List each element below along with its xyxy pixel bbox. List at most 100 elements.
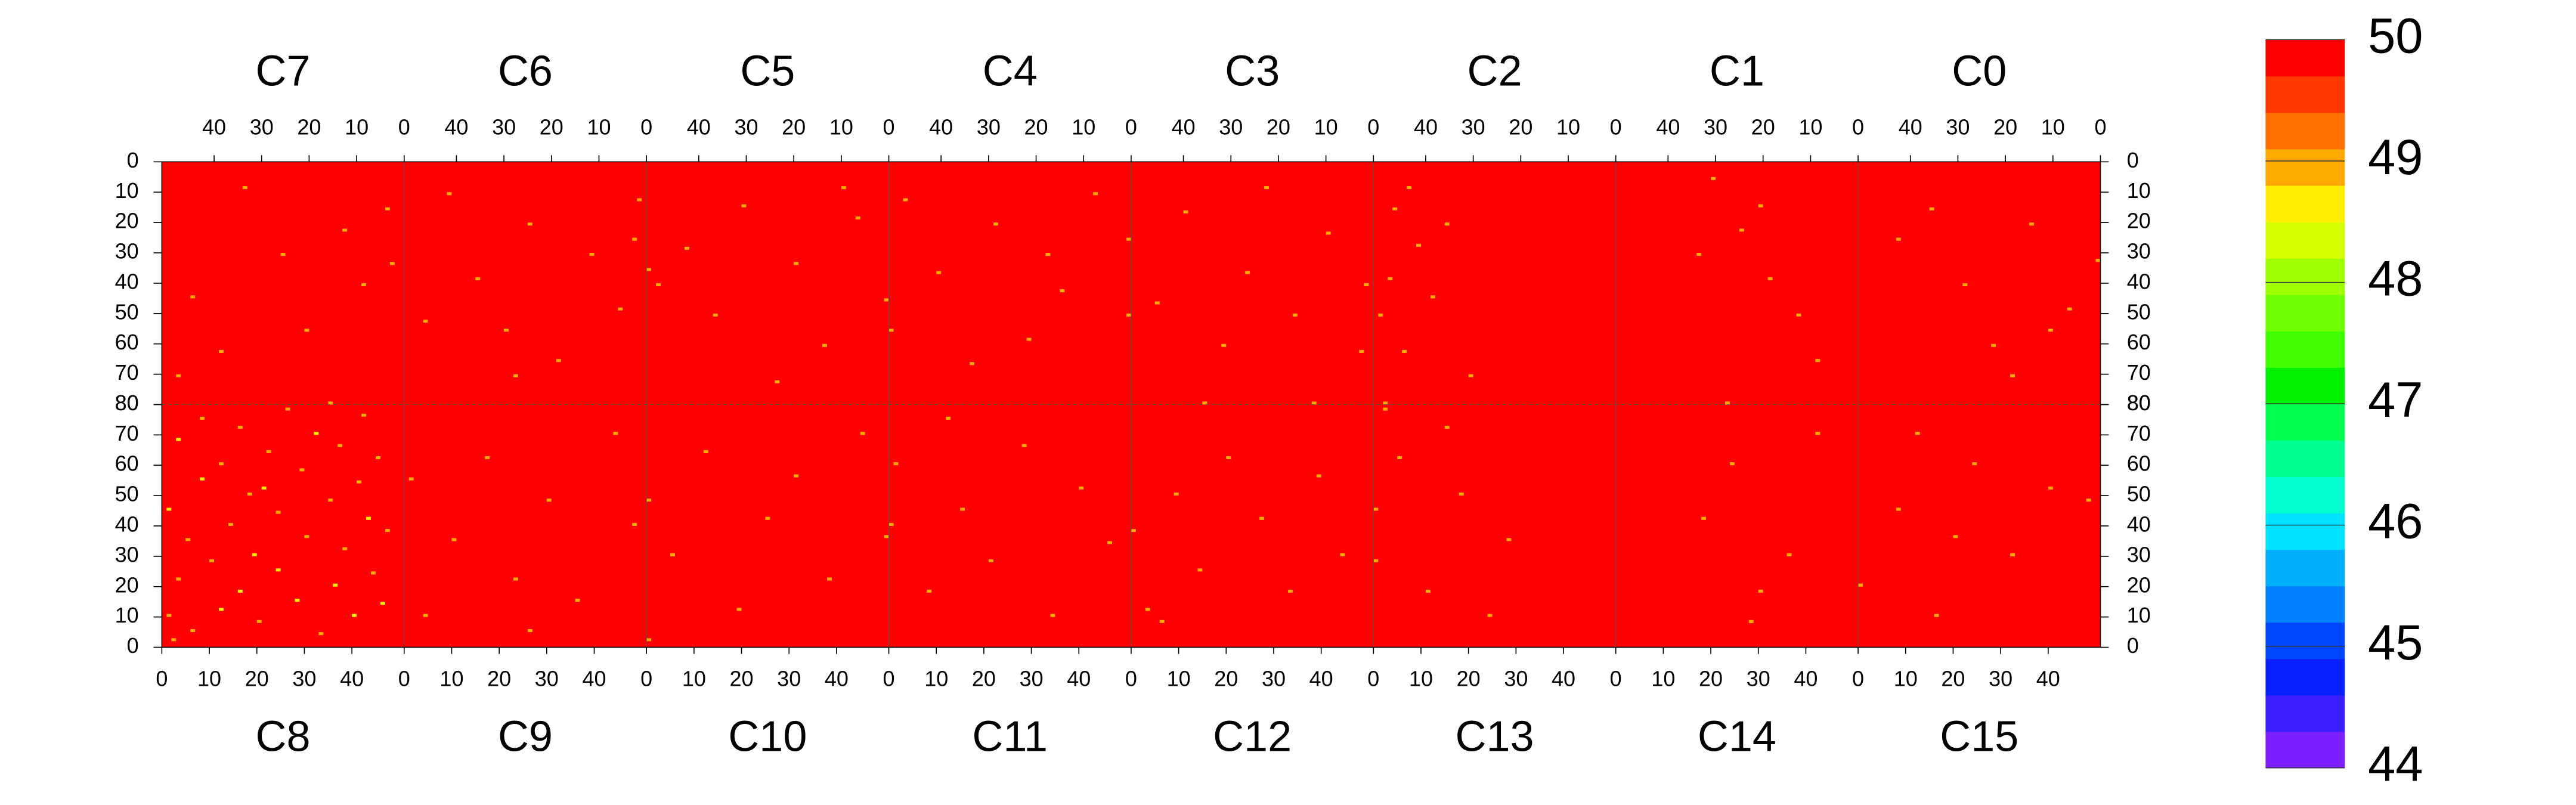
y-tick-label: 70 — [115, 360, 139, 385]
panel-background — [1858, 404, 2101, 648]
cell — [299, 468, 305, 472]
cell — [328, 401, 333, 405]
cell — [385, 529, 390, 532]
panel-background — [1131, 404, 1374, 648]
cell — [385, 207, 390, 210]
x-tick-label: 0 — [398, 666, 410, 691]
cell — [1929, 207, 1934, 210]
cell — [2048, 329, 2053, 332]
panel-background — [162, 162, 404, 405]
cell — [2010, 553, 2015, 556]
x-tick-label: 0 — [640, 666, 652, 691]
y-tick-label: 60 — [2127, 451, 2151, 476]
x-tick-label: 10 — [829, 115, 853, 140]
cell — [1174, 493, 1179, 496]
cell — [613, 432, 618, 435]
colorbar-band — [2265, 39, 2345, 77]
cell — [352, 614, 357, 617]
cell — [575, 599, 580, 602]
cell — [1858, 583, 1863, 587]
cell — [1815, 432, 1820, 435]
cell — [1767, 277, 1773, 280]
cell — [247, 493, 252, 496]
cell — [1748, 620, 1754, 623]
x-tick-label: 0 — [156, 666, 168, 691]
cell — [741, 204, 747, 208]
cell — [219, 608, 224, 611]
cell — [261, 486, 267, 490]
x-tick-label: 40 — [1552, 666, 1575, 691]
cell — [1953, 535, 1958, 538]
x-tick-label: 20 — [1267, 115, 1290, 140]
y-tick-label: 50 — [2127, 482, 2151, 506]
cell — [618, 307, 623, 311]
cell — [1359, 349, 1364, 353]
x-tick-label: 20 — [782, 115, 806, 140]
cell — [1221, 343, 1227, 347]
x-tick-label: 30 — [250, 115, 274, 140]
cell — [275, 510, 281, 514]
cell — [342, 228, 348, 232]
cell — [1045, 253, 1051, 256]
x-tick-label: 30 — [1020, 666, 1044, 691]
colorbar-band — [2265, 76, 2345, 113]
cell — [1326, 231, 1331, 235]
colorbar-band — [2265, 294, 2345, 332]
cell — [200, 416, 205, 420]
cell — [504, 329, 509, 332]
cell — [389, 262, 395, 265]
cell — [275, 568, 281, 572]
colorbar-label: 44 — [2368, 736, 2423, 792]
x-tick-label: 40 — [687, 115, 711, 140]
cell — [228, 522, 233, 526]
x-tick-label: 10 — [439, 666, 463, 691]
x-tick-label: 30 — [1704, 115, 1727, 140]
x-tick-label: 0 — [1125, 666, 1137, 691]
cell — [936, 271, 942, 274]
x-tick-label: 10 — [1314, 115, 1338, 140]
cell — [1407, 186, 1412, 190]
cell — [888, 329, 894, 332]
cell — [1796, 313, 1801, 317]
cell — [1292, 313, 1298, 317]
y-tick-label: 20 — [115, 572, 139, 597]
cell — [252, 553, 257, 556]
cell — [242, 186, 247, 190]
panel-title: C1 — [1710, 48, 1764, 95]
cell — [794, 262, 799, 265]
cell — [1126, 237, 1131, 241]
cell — [219, 349, 224, 353]
panel-background — [162, 404, 404, 648]
cell — [190, 629, 196, 633]
panel-title: C6 — [498, 48, 553, 95]
x-tick-label: 30 — [292, 666, 316, 691]
cell — [903, 198, 908, 202]
panel-background — [1131, 162, 1374, 405]
colorbar-label: 47 — [2368, 372, 2423, 428]
cell — [295, 599, 300, 602]
cell — [1226, 456, 1231, 460]
y-tick-label: 60 — [115, 330, 139, 354]
colorbar-band — [2265, 112, 2345, 150]
cell — [1373, 559, 1379, 563]
cell — [1245, 271, 1250, 274]
cell — [190, 295, 196, 299]
panel-title: C8 — [256, 713, 311, 761]
cell — [1487, 614, 1493, 617]
cell — [822, 343, 827, 347]
cell — [366, 516, 371, 520]
x-tick-label: 40 — [929, 115, 953, 140]
cell — [637, 198, 642, 202]
x-tick-label: 20 — [540, 115, 564, 140]
cell — [328, 499, 333, 502]
cell — [304, 535, 309, 538]
cell — [1145, 608, 1150, 611]
cell — [1093, 192, 1098, 196]
cell — [1758, 204, 1763, 208]
cell — [1364, 283, 1369, 287]
x-tick-label: 40 — [1172, 115, 1196, 140]
panel-title: C13 — [1455, 713, 1534, 761]
y-tick-label: 40 — [115, 512, 139, 537]
cell — [893, 462, 899, 466]
cell — [1430, 295, 1435, 299]
